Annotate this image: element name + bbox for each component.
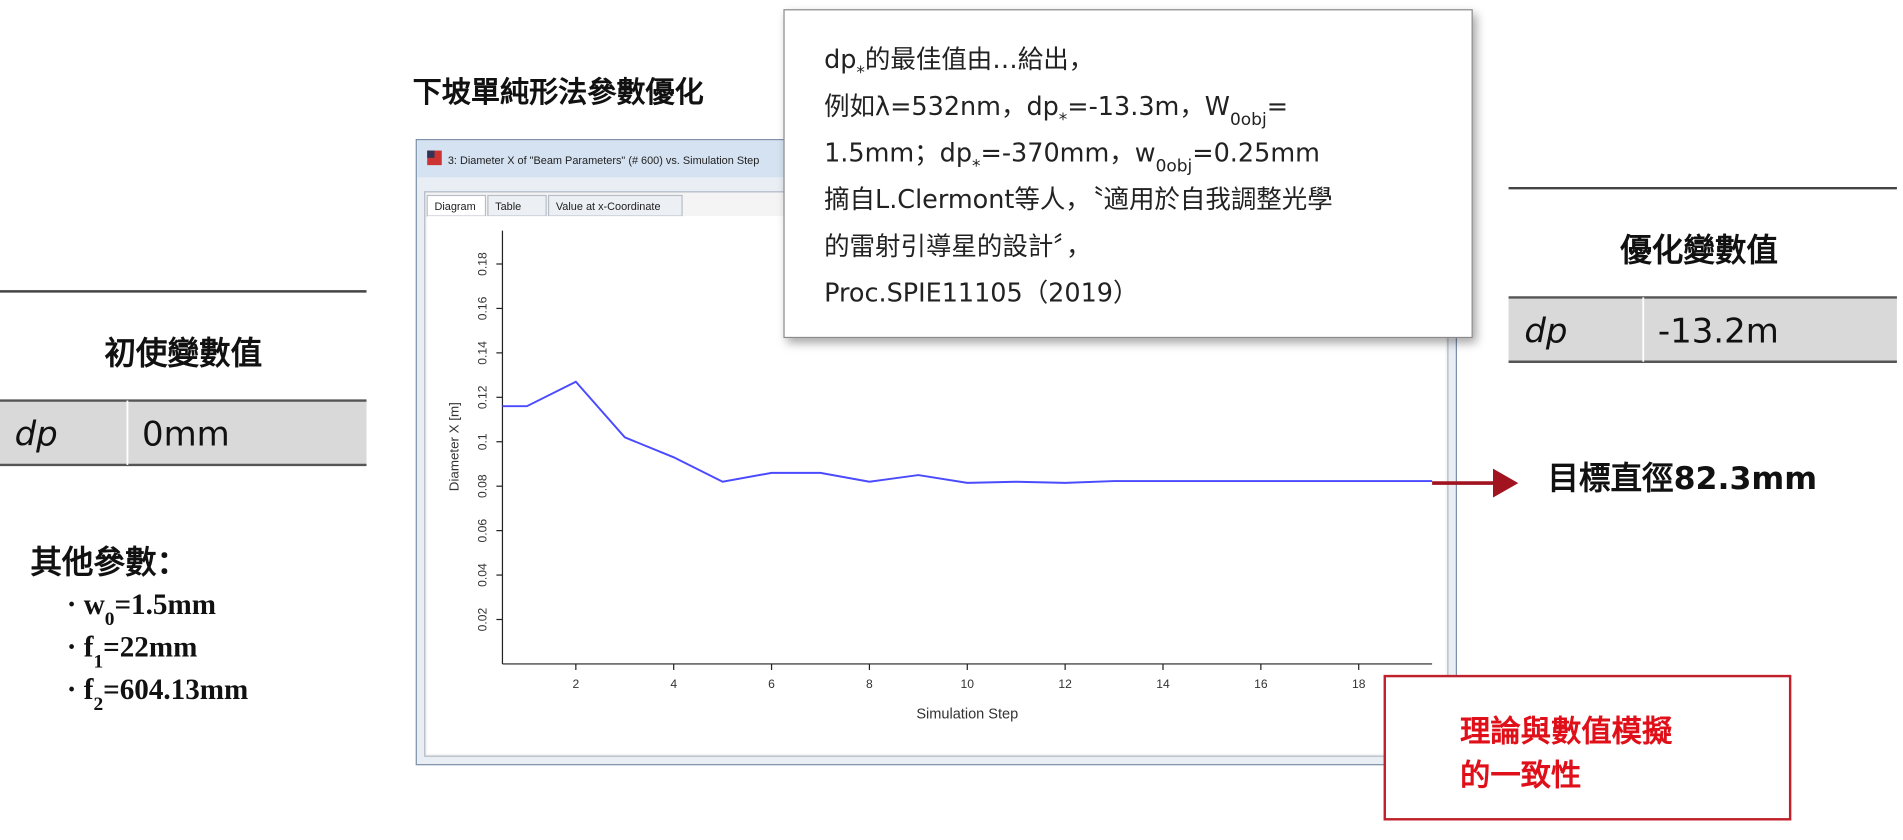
x-axis-label: Simulation Step	[916, 707, 1018, 723]
subscript: 0obj	[1156, 156, 1193, 176]
param-item: · w0=1.5mm	[67, 589, 216, 630]
y-tick-label: 0.06	[476, 519, 490, 543]
app-icon	[427, 150, 435, 158]
callout-line: Proc.SPIE11105（2019）	[824, 279, 1138, 309]
x-tick-label: 8	[866, 677, 873, 691]
y-tick-label: 0.16	[476, 296, 490, 320]
param-item: · f1=22mm	[67, 632, 198, 673]
text-run: =604.13mm	[103, 674, 248, 706]
chart: Diameter X [m] Simulation Step 0.02 0.04 0…	[447, 230, 1433, 723]
x-tick-label: 4	[670, 677, 677, 691]
table-row	[0, 400, 367, 465]
callout-line: 的雷射引導星的設計〞，	[824, 232, 1091, 262]
subscript: *	[856, 63, 865, 83]
subscript: 0obj	[1230, 110, 1267, 130]
text-run: 的雷射引導星的設計〞，	[824, 232, 1091, 262]
y-tick-label: 0.14	[476, 341, 490, 365]
text-run: · f	[67, 632, 94, 664]
text-run: =0.25mm	[1192, 138, 1320, 168]
x-tick-label: 16	[1254, 677, 1268, 691]
x-tick-label: 6	[768, 677, 775, 691]
tab-label: Value at x-Coordinate	[556, 201, 661, 213]
text-run: =-370mm，w	[981, 138, 1156, 168]
y-tick-label: 0.02	[476, 607, 490, 631]
text-run: · f	[67, 674, 94, 706]
variable-value: 0mm	[142, 414, 230, 454]
variable-name: dp	[1524, 311, 1567, 351]
y-tick-label: 0.08	[476, 474, 490, 498]
y-tick-label: 0.1	[476, 433, 490, 450]
text-run: =-13.3m，W	[1067, 92, 1230, 122]
callout-text: dp*的最佳值由…給出，例如λ=532nm，dp*=-13.3m，W0obj=1…	[824, 45, 1333, 309]
text-run: 的最佳值由…給出，	[865, 45, 1094, 75]
text-run: · w	[67, 589, 105, 621]
x-tick-label: 2	[572, 677, 579, 691]
x-tick-label: 14	[1156, 677, 1170, 691]
conclusion-line: 的一致性	[1460, 758, 1581, 793]
text-run: Proc.SPIE11105（2019）	[824, 279, 1138, 309]
conclusion-line: 理論與數值模擬	[1460, 714, 1673, 750]
subscript: 2	[93, 694, 103, 715]
tab-label: Table	[495, 201, 521, 213]
text-run: 例如λ=532nm，dp	[824, 92, 1059, 122]
text-run: 摘自L.Clermont等人，〝適用於自我調整光學	[824, 185, 1333, 215]
x-tick-label: 18	[1352, 677, 1366, 691]
variable-value: -13.2m	[1658, 311, 1779, 351]
text-run: 1.5mm；dp	[824, 138, 972, 168]
data-line	[502, 380, 1433, 484]
subscript: 0	[105, 609, 115, 630]
text-run: =1.5mm	[114, 589, 215, 621]
x-tick-label: 12	[1058, 677, 1072, 691]
tab-label: Diagram	[434, 201, 475, 213]
callout-line: 摘自L.Clermont等人，〝適用於自我調整光學	[824, 185, 1333, 215]
initial-heading: 初使變數值	[104, 336, 262, 372]
param-item: · f2=604.13mm	[67, 674, 249, 715]
callout-line: 1.5mm；dp*=-370mm，w0obj=0.25mm	[824, 138, 1320, 176]
y-tick-label: 0.04	[476, 563, 490, 587]
other-heading: 其他參數：	[30, 545, 188, 581]
y-tick-label: 0.18	[476, 252, 490, 276]
subscript: *	[972, 156, 981, 176]
y-tick-label: 0.12	[476, 385, 490, 409]
optimized-heading: 優化變數值	[1619, 233, 1778, 269]
conclusion-box	[1383, 674, 1792, 821]
other-list: · w0=1.5mm· f1=22mm· f2=604.13mm	[67, 589, 249, 714]
slide-title: 下坡單純形法參數優化	[413, 75, 704, 109]
window-title: 3: Diameter X of "Beam Parameters" (# 60…	[448, 155, 759, 167]
callout-box	[783, 9, 1473, 339]
text-run: =22mm	[103, 632, 197, 664]
subscript: *	[1059, 110, 1068, 130]
x-tick-label: 10	[961, 677, 975, 691]
variable-name: dp	[15, 414, 58, 454]
text-run: dp	[824, 45, 856, 75]
callout-line: dp*的最佳值由…給出，	[824, 45, 1094, 83]
target-label: 目標直徑82.3mm	[1547, 461, 1817, 497]
subscript: 1	[93, 651, 103, 672]
table-row	[1508, 297, 1897, 362]
text-run: =	[1267, 92, 1288, 122]
callout-line: 例如λ=532nm，dp*=-13.3m，W0obj=	[824, 92, 1288, 130]
y-axis-label: Diameter X [m]	[447, 402, 462, 491]
